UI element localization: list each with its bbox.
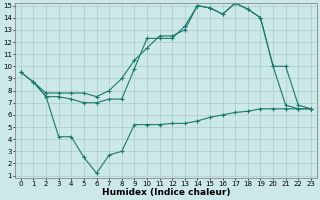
X-axis label: Humidex (Indice chaleur): Humidex (Indice chaleur) bbox=[102, 188, 230, 197]
